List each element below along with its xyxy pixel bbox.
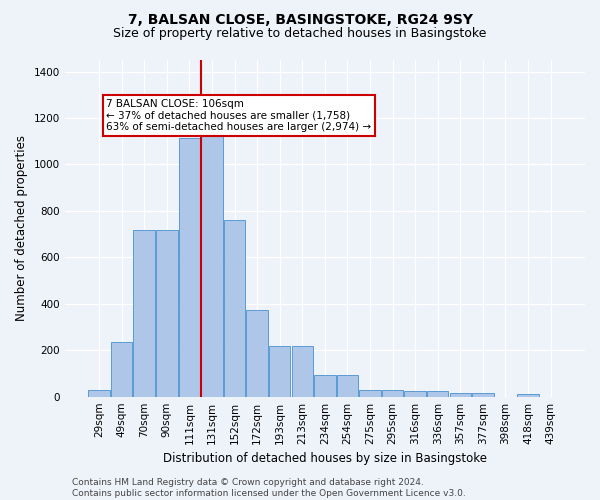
Bar: [404, 392, 426, 396]
Bar: [224, 220, 245, 396]
Bar: [427, 392, 448, 396]
Text: 7 BALSAN CLOSE: 106sqm
← 37% of detached houses are smaller (1,758)
63% of semi-: 7 BALSAN CLOSE: 106sqm ← 37% of detached…: [106, 98, 371, 132]
Bar: [449, 392, 471, 396]
Bar: [314, 374, 335, 396]
Bar: [111, 342, 133, 396]
Bar: [517, 394, 539, 396]
Text: Size of property relative to detached houses in Basingstoke: Size of property relative to detached ho…: [113, 28, 487, 40]
X-axis label: Distribution of detached houses by size in Basingstoke: Distribution of detached houses by size …: [163, 452, 487, 465]
Bar: [247, 310, 268, 396]
Bar: [133, 230, 155, 396]
Bar: [359, 390, 381, 396]
Bar: [201, 134, 223, 396]
Bar: [337, 374, 358, 396]
Text: 7, BALSAN CLOSE, BASINGSTOKE, RG24 9SY: 7, BALSAN CLOSE, BASINGSTOKE, RG24 9SY: [128, 12, 473, 26]
Y-axis label: Number of detached properties: Number of detached properties: [15, 136, 28, 322]
Bar: [472, 392, 494, 396]
Bar: [88, 390, 110, 396]
Bar: [156, 230, 178, 396]
Bar: [179, 138, 200, 396]
Bar: [292, 346, 313, 397]
Bar: [269, 346, 290, 397]
Text: Contains HM Land Registry data © Crown copyright and database right 2024.
Contai: Contains HM Land Registry data © Crown c…: [72, 478, 466, 498]
Bar: [382, 390, 403, 396]
